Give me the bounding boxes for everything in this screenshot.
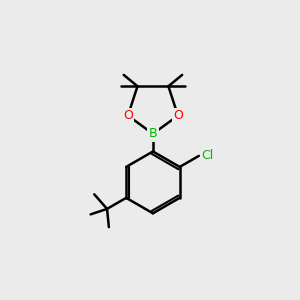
Text: O: O	[123, 109, 133, 122]
Text: Cl: Cl	[201, 149, 213, 162]
Text: O: O	[173, 109, 183, 122]
Text: B: B	[148, 127, 157, 140]
